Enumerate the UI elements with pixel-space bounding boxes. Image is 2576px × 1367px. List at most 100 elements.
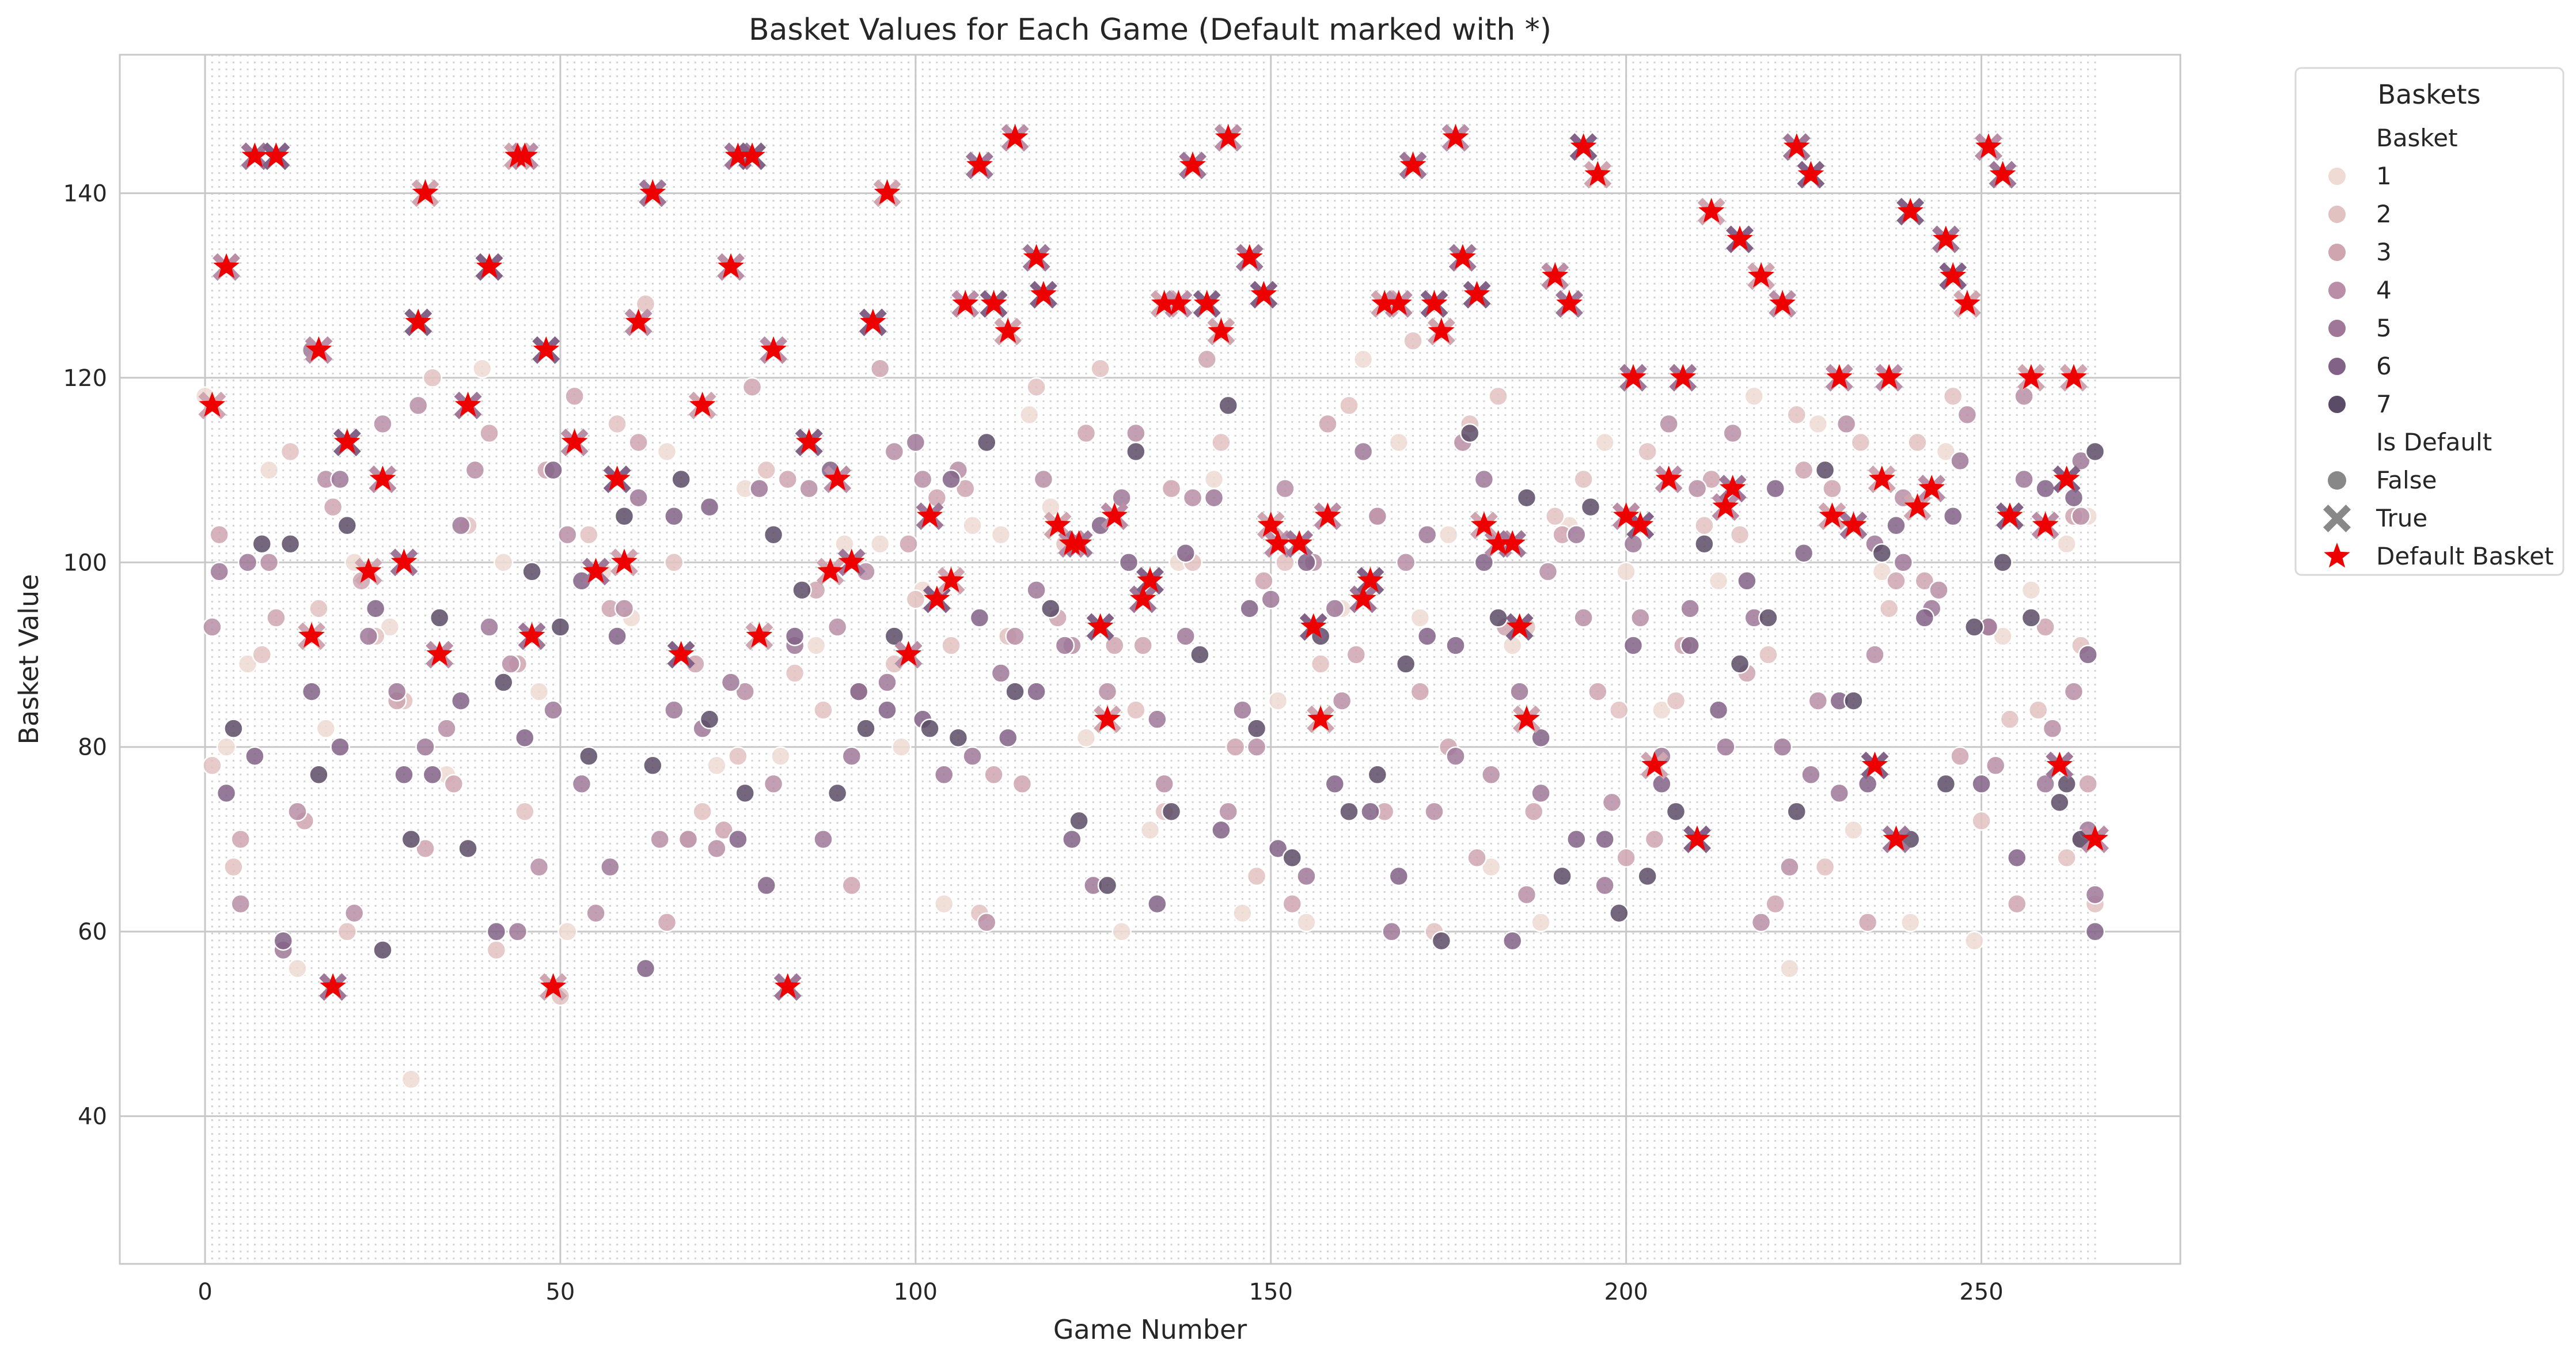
default-basket-star (1819, 502, 1846, 528)
basket-point (415, 737, 435, 757)
basket-point (1644, 829, 1665, 850)
basket-point (657, 912, 677, 933)
basket-point (1190, 645, 1210, 665)
basket-point (962, 515, 982, 536)
basket-point (1395, 552, 1416, 573)
default-basket-star (518, 622, 545, 647)
basket-point (1929, 580, 1949, 600)
x-axis-label: Game Number (1053, 1314, 1247, 1345)
basket-point (1474, 469, 1494, 490)
default-basket-star (1165, 290, 1192, 315)
basket-point (202, 617, 222, 637)
basket-point (955, 478, 976, 499)
basket-point (479, 617, 499, 637)
default-basket-star (2018, 363, 2044, 389)
basket-point (287, 959, 308, 979)
basket-point (515, 801, 535, 822)
default-basket-star (1655, 465, 1682, 491)
basket-point (848, 681, 869, 702)
basket-point (2021, 608, 2042, 628)
default-basket-star (796, 429, 822, 454)
basket-point (1296, 912, 1317, 933)
default-basket-star (1876, 363, 1902, 389)
default-basket-star (533, 336, 560, 362)
basket-point (450, 691, 471, 711)
basket-point (522, 562, 542, 582)
y-tick-label: 100 (63, 550, 107, 576)
basket-point (1914, 571, 1935, 591)
default-basket-star (1840, 512, 1867, 537)
default-basket-star (1513, 705, 1540, 731)
basket-point (1232, 700, 1253, 720)
basket-point (1680, 599, 1700, 619)
default-basket-star (1883, 825, 1910, 851)
default-basket-star (874, 179, 901, 205)
basket-point (1360, 801, 1380, 822)
basket-point (1886, 571, 1906, 591)
default-basket-star (476, 253, 503, 278)
basket-point (991, 524, 1011, 545)
basket-point (1424, 801, 1444, 822)
default-basket-star (1350, 585, 1376, 611)
basket-point (1729, 524, 1750, 545)
basket-point (742, 377, 762, 397)
basket-point (976, 912, 997, 933)
basket-point (664, 700, 684, 720)
default-basket-star (1151, 290, 1178, 315)
default-basket-star (966, 152, 993, 177)
basket-point (1147, 709, 1167, 729)
data-layer (195, 124, 2109, 1089)
basket-point (2035, 774, 2055, 794)
basket-point (202, 755, 222, 776)
default-basket-star (1450, 244, 1476, 269)
basket-point (991, 663, 1011, 683)
basket-point (2006, 893, 2027, 914)
basket-point (628, 432, 648, 453)
basket-point (1026, 580, 1046, 600)
default-basket-star (1613, 502, 1640, 528)
basket-point (237, 654, 258, 674)
x-tick-label: 150 (1249, 1279, 1293, 1305)
basket-point (2006, 847, 2027, 868)
basket-point (1943, 386, 1963, 407)
basket-point (1879, 599, 1899, 619)
basket-point (1609, 700, 1629, 720)
default-basket-star (1314, 502, 1341, 528)
y-tick-label: 60 (78, 919, 107, 945)
basket-point (728, 829, 748, 850)
basket-point (1175, 543, 1196, 563)
basket-point (486, 940, 507, 960)
basket-point (1573, 608, 1594, 628)
basket-point (1339, 395, 1359, 416)
basket-point (877, 700, 897, 720)
basket-point (1708, 700, 1729, 720)
basket-point (707, 838, 727, 859)
basket-point (699, 497, 720, 517)
basket-point (1367, 764, 1388, 785)
basket-point (1182, 487, 1203, 508)
basket-point (1531, 783, 1551, 804)
default-basket-star (895, 641, 922, 666)
default-basket-star (2032, 512, 2059, 537)
default-basket-star (540, 973, 567, 998)
basket-point (479, 423, 499, 444)
basket-point (720, 672, 741, 692)
basket-point (543, 460, 563, 480)
basket-point (1964, 930, 1985, 951)
basket-point (564, 386, 585, 407)
basket-point (1971, 811, 1991, 831)
basket-point (1062, 829, 1082, 850)
basket-point (1936, 774, 1956, 794)
basket-point (579, 746, 599, 766)
basket-point (813, 829, 833, 850)
basket-point (1566, 829, 1587, 850)
basket-point (735, 783, 755, 804)
basket-point (394, 764, 414, 785)
basket-point (529, 857, 549, 877)
default-basket-star (625, 308, 652, 334)
basket-point (1218, 801, 1238, 822)
basket-point (1943, 506, 1963, 527)
default-basket-star (1797, 161, 1824, 186)
basket-point (1331, 691, 1352, 711)
